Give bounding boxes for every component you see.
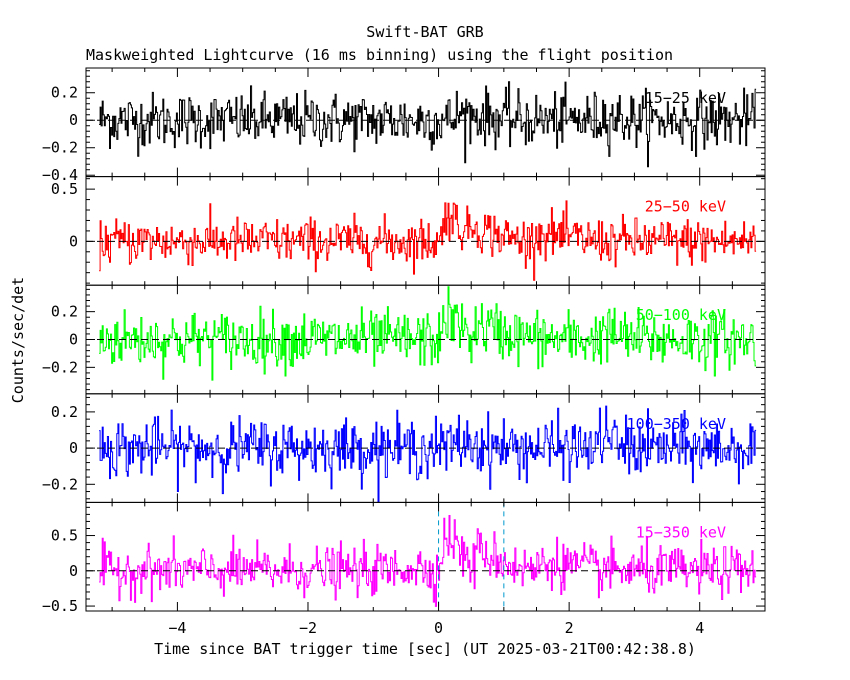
panel-2: 0.2 0 −0.2 50−100 keV xyxy=(42,284,766,395)
panel-0: 0.2 0 −0.2 −0.4 15−25 keV xyxy=(42,67,766,184)
y-tick-label: 0 xyxy=(69,331,78,349)
panel-label-0: 15−25 keV xyxy=(645,89,726,107)
panel-1-data xyxy=(99,200,757,281)
series-4 xyxy=(99,515,757,607)
y-tick-label: 0.2 xyxy=(51,84,78,102)
y-tick-label: −0.4 xyxy=(42,166,78,184)
chart-subtitle: Maskweighted Lightcurve (16 ms binning) … xyxy=(86,46,673,64)
chart-title: Swift-BAT GRB xyxy=(366,23,483,41)
y-tick-label: 0.5 xyxy=(51,527,78,545)
y-tick-label: −0.2 xyxy=(42,358,78,376)
panel-0-data xyxy=(99,81,757,168)
x-tick-label: 0 xyxy=(434,619,443,637)
panel-2-data xyxy=(99,286,757,381)
series-3 xyxy=(99,405,757,503)
panel-3-data xyxy=(99,405,757,503)
y-tick-label: −0.5 xyxy=(42,597,78,615)
panel-label-3: 100−350 keV xyxy=(627,415,726,433)
y-tick-label: 0.5 xyxy=(51,180,78,198)
x-tick-label: −2 xyxy=(299,619,317,637)
panel-4-data xyxy=(99,515,757,607)
x-tick-label: 4 xyxy=(695,619,704,637)
x-axis-label: Time since BAT trigger time [sec] (UT 20… xyxy=(154,640,696,658)
panel-4: 0.5 0 −0.5 15−350 keV xyxy=(42,501,766,615)
y-tick-label: −0.2 xyxy=(42,475,78,493)
x-tick-label: 2 xyxy=(565,619,574,637)
y-tick-label: 0 xyxy=(69,439,78,457)
panels-group: 0.2 0 −0.2 −0.4 15−25 keV 0.5 0 25−50 keV 0.2 0 −0… xyxy=(42,67,766,637)
y-tick-label: 0 xyxy=(69,232,78,250)
y-tick-label: −0.2 xyxy=(42,139,78,157)
panel-label-4: 15−350 keV xyxy=(636,523,726,541)
y-axis-label: Counts/sec/det xyxy=(9,277,27,403)
x-tick-label: −4 xyxy=(168,619,186,637)
y-tick-label: 0.2 xyxy=(51,303,78,321)
y-tick-label: 0 xyxy=(69,562,78,580)
panel-frame-4 xyxy=(85,501,766,612)
series-1 xyxy=(99,200,757,281)
panel-3: 0.2 0 −0.2 100−350 keV xyxy=(42,393,766,503)
panel-1: 0.5 0 25−50 keV xyxy=(51,176,766,286)
series-2 xyxy=(99,286,757,381)
panel-label-2: 50−100 keV xyxy=(636,306,726,324)
series-0 xyxy=(99,81,757,168)
y-tick-label: 0.2 xyxy=(51,403,78,421)
y-tick-label: 0 xyxy=(69,111,78,129)
panel-label-1: 25−50 keV xyxy=(645,198,726,216)
